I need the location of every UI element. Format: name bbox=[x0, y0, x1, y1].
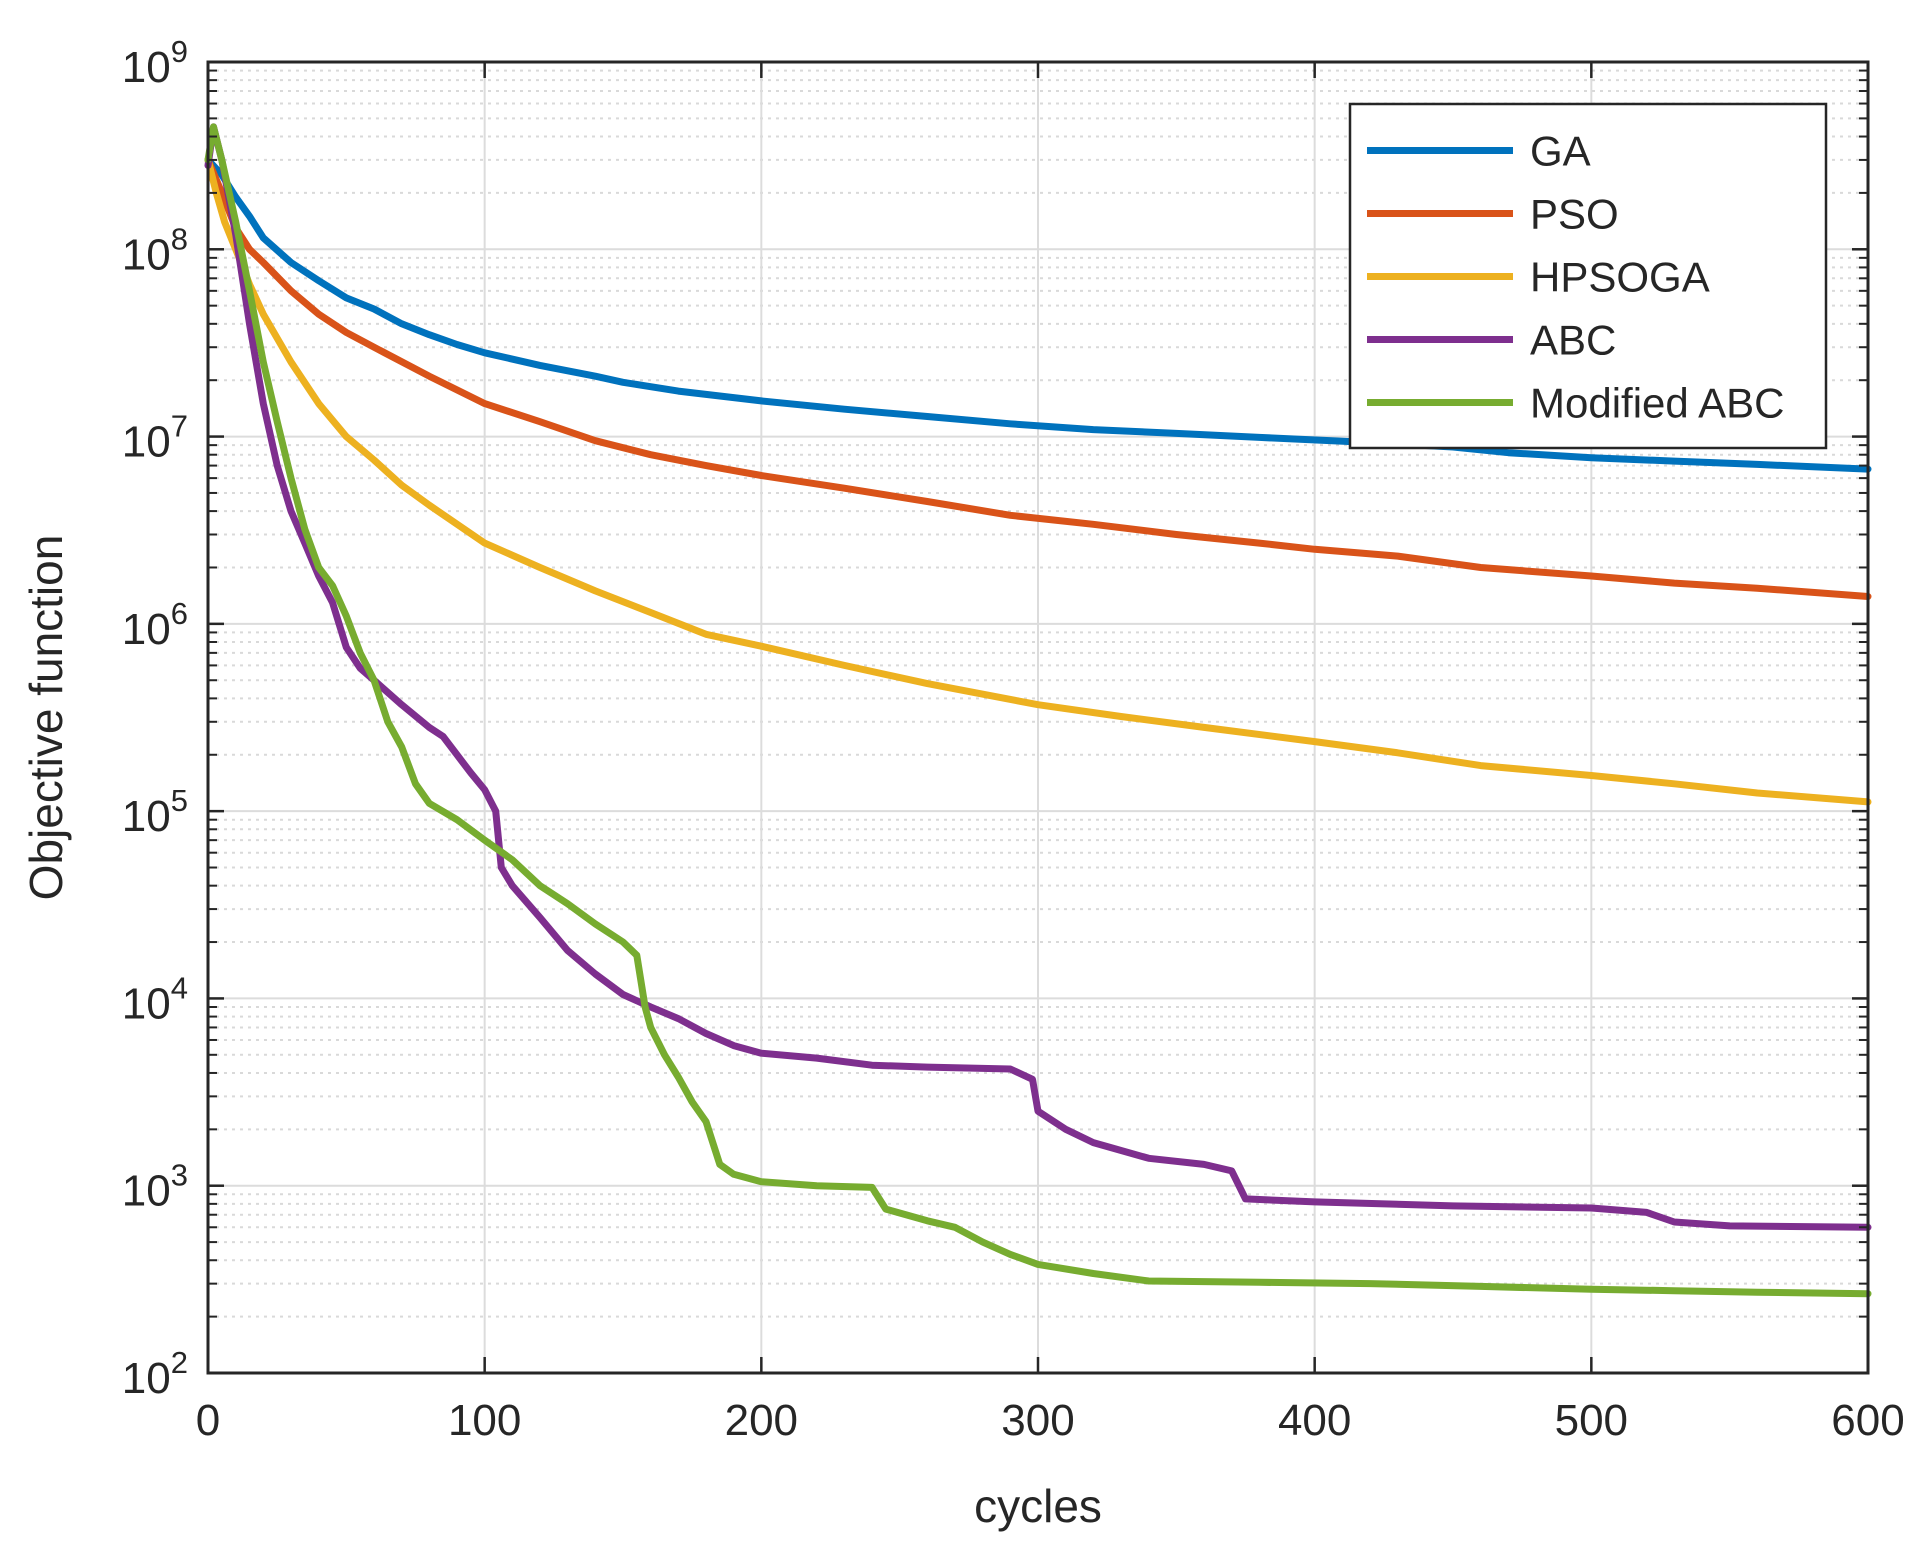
y-axis-label: Objective function bbox=[20, 535, 72, 901]
y-tick-label: 106 bbox=[122, 596, 188, 654]
series-line-hpsoga bbox=[204, 156, 1872, 806]
y-tick-label: 108 bbox=[122, 221, 188, 279]
y-tick-label-exponent: 4 bbox=[171, 970, 188, 1005]
y-tick-label: 104 bbox=[122, 970, 188, 1028]
legend-label-ga: GA bbox=[1530, 128, 1591, 175]
y-tick-label-base: 10 bbox=[122, 979, 171, 1028]
legend-label-hpsoga: HPSOGA bbox=[1530, 254, 1710, 301]
x-tick-label: 400 bbox=[1278, 1396, 1351, 1445]
legend-label-abc: ABC bbox=[1530, 317, 1616, 364]
x-tick-label: 500 bbox=[1555, 1396, 1628, 1445]
y-tick-label: 102 bbox=[122, 1345, 188, 1403]
x-tick-labels: 0 100 200 300 400 500 600 bbox=[196, 1396, 1905, 1445]
y-tick-label: 109 bbox=[122, 34, 188, 92]
y-tick-label: 107 bbox=[122, 409, 188, 467]
x-tick-label: 300 bbox=[1001, 1396, 1074, 1445]
tick-marks bbox=[206, 60, 1870, 1375]
series-line-abc bbox=[204, 123, 1872, 1231]
series-line-modified-abc bbox=[204, 123, 1872, 1298]
y-tick-label-base: 10 bbox=[122, 230, 171, 279]
y-tick-label-exponent: 5 bbox=[171, 783, 188, 818]
y-tick-label-exponent: 8 bbox=[171, 221, 188, 256]
y-tick-label-exponent: 6 bbox=[171, 596, 188, 631]
y-tick-label-base: 10 bbox=[122, 418, 171, 467]
y-tick-label: 103 bbox=[122, 1158, 188, 1216]
y-tick-label: 105 bbox=[122, 783, 188, 841]
legend: GA PSO HPSOGA ABC Modified ABC bbox=[1348, 102, 1828, 450]
x-tick-label: 0 bbox=[196, 1396, 220, 1445]
y-tick-label-base: 10 bbox=[122, 1354, 171, 1403]
y-tick-label-base: 10 bbox=[122, 43, 171, 92]
x-tick-label: 600 bbox=[1831, 1396, 1904, 1445]
x-tick-label: 200 bbox=[725, 1396, 798, 1445]
y-tick-label-base: 10 bbox=[122, 1167, 171, 1216]
x-axis-label: cycles bbox=[974, 1480, 1102, 1532]
y-tick-label-base: 10 bbox=[122, 605, 171, 654]
y-tick-label-exponent: 2 bbox=[171, 1345, 188, 1380]
series-line-pso bbox=[204, 156, 1872, 600]
y-tick-label-exponent: 3 bbox=[171, 1158, 188, 1193]
x-tick-label: 100 bbox=[448, 1396, 521, 1445]
y-tick-label-exponent: 9 bbox=[171, 34, 188, 69]
legend-label-pso: PSO bbox=[1530, 191, 1619, 238]
y-tick-label-exponent: 7 bbox=[171, 409, 188, 444]
legend-label-modified-abc: Modified ABC bbox=[1530, 380, 1784, 427]
y-tick-label-base: 10 bbox=[122, 792, 171, 841]
